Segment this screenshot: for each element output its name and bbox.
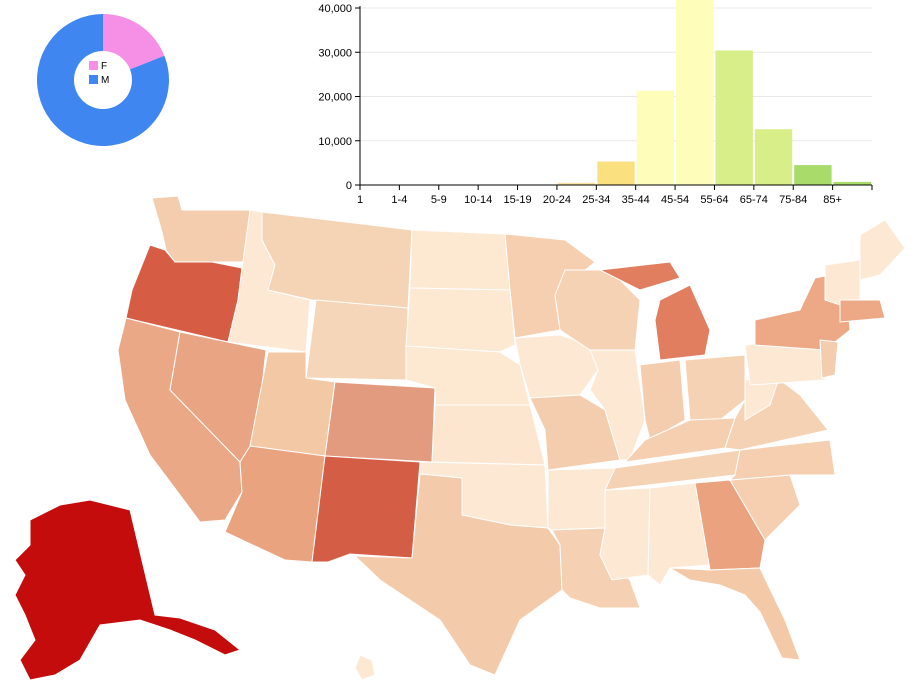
state-ia[interactable] [514,334,599,399]
gender-donut-chart: FM [36,14,169,146]
bar-85+[interactable] [833,181,871,185]
age-histogram: 0 10,000 20,000 30,000 40,000 1 1-4 5-9 10-14 15… [318,0,873,206]
x-tick-label: 75-84 [779,194,807,206]
state-co[interactable] [324,381,436,463]
x-tick-label: 1-4 [391,194,407,206]
state-nj[interactable] [819,339,839,379]
x-tick-label: 10-14 [464,194,492,206]
state-hi[interactable] [354,654,376,681]
legend-swatch-f [89,61,98,70]
donut-slice-f[interactable] [103,14,165,70]
bar-25-34[interactable] [597,161,635,185]
state-az[interactable] [224,445,326,563]
state-tx[interactable] [353,473,563,676]
state-il[interactable] [589,349,646,461]
x-tick-label: 55-64 [700,194,728,206]
state-ga[interactable] [694,479,766,571]
y-tick-label: 0 [346,180,352,192]
state-ak[interactable] [14,499,242,681]
x-tick-label: 5-9 [431,194,447,206]
state-mt[interactable] [261,211,413,309]
x-tick-label: 15-19 [503,194,531,206]
state-wa[interactable] [151,195,251,263]
bar-55-64[interactable] [715,50,753,186]
state-ks[interactable] [431,404,546,466]
state-nh-vt[interactable] [824,259,861,306]
bar-45-54[interactable] [676,0,714,186]
x-tick-label: 1 [357,194,363,206]
donut-legend: FM [89,61,109,86]
legend-label-m: M [101,75,109,86]
state-me[interactable] [859,219,906,281]
x-tick-label: 20-24 [543,194,571,206]
bar-65-74[interactable] [754,129,793,185]
state-wy[interactable] [305,299,409,381]
donut-slice-m[interactable] [36,14,169,146]
y-tick-label: 30,000 [318,47,352,59]
y-tick-label: 40,000 [318,3,352,15]
bar-20-24[interactable] [557,182,596,185]
state-nm[interactable] [311,455,421,563]
x-tick-label: 45-54 [661,194,689,206]
y-tick-label: 10,000 [318,136,352,148]
state-fl[interactable] [669,567,801,661]
state-sd[interactable] [405,287,516,353]
x-tick-label: 65-74 [740,194,768,206]
state-oh[interactable] [684,354,746,421]
state-nd[interactable] [409,229,511,291]
state-mi[interactable] [598,261,711,361]
x-tick-label: 85+ [823,194,842,206]
state-nc[interactable] [728,439,836,481]
legend-label-f: F [101,61,107,72]
y-tick-label: 20,000 [318,92,352,104]
bar-75-84[interactable] [794,165,832,185]
legend-swatch-m [89,75,98,84]
state-ms[interactable] [599,487,651,581]
bar-35-44[interactable] [636,90,675,185]
x-tick-label: 25-34 [582,194,610,206]
x-tick-label: 35-44 [622,194,650,206]
state-ma[interactable] [839,299,886,323]
